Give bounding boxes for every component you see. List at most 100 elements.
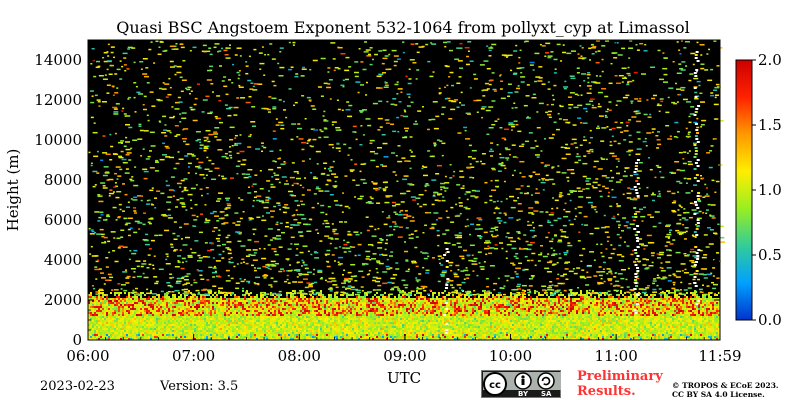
heatmap-cell bbox=[226, 318, 228, 320]
heatmap-cell bbox=[422, 312, 424, 314]
heatmap-cell bbox=[412, 308, 414, 310]
heatmap-cell bbox=[390, 336, 392, 338]
heatmap-cell bbox=[202, 328, 204, 330]
heatmap-cell bbox=[224, 322, 226, 324]
heatmap-cell bbox=[214, 316, 216, 318]
heatmap-cell bbox=[438, 326, 440, 328]
heatmap-cell bbox=[470, 300, 472, 302]
heatmap-cell bbox=[528, 298, 530, 300]
heatmap-cell bbox=[432, 302, 434, 304]
heatmap-cell bbox=[468, 316, 470, 318]
heatmap-cell bbox=[294, 300, 296, 302]
heatmap-cell bbox=[382, 312, 384, 314]
heatmap-cell bbox=[128, 294, 130, 296]
heatmap-cell bbox=[452, 318, 454, 320]
heatmap-cell bbox=[320, 304, 322, 306]
heatmap-cell bbox=[504, 320, 506, 322]
heatmap-cell bbox=[456, 312, 458, 314]
heatmap-cell bbox=[422, 304, 424, 306]
heatmap-cell bbox=[418, 322, 420, 324]
heatmap-cell bbox=[260, 294, 262, 296]
heatmap-cell bbox=[276, 324, 278, 326]
heatmap-cell bbox=[454, 302, 456, 304]
heatmap-cell bbox=[472, 338, 474, 340]
heatmap-cell bbox=[364, 298, 366, 300]
heatmap-cell bbox=[160, 312, 162, 314]
heatmap-cell bbox=[478, 320, 480, 322]
heatmap-cell bbox=[332, 308, 334, 310]
heatmap-cell bbox=[310, 326, 312, 328]
heatmap-cell bbox=[382, 336, 384, 338]
heatmap-cell bbox=[264, 310, 266, 312]
heatmap-cell bbox=[116, 314, 118, 316]
heatmap-cell bbox=[478, 328, 480, 330]
heatmap-cell bbox=[88, 322, 90, 324]
heatmap-cell bbox=[116, 302, 118, 304]
heatmap-cell bbox=[234, 294, 236, 296]
heatmap-cell bbox=[166, 330, 168, 332]
heatmap-cell bbox=[430, 302, 432, 304]
heatmap-cell bbox=[460, 330, 462, 332]
heatmap-cell bbox=[168, 306, 170, 308]
heatmap-cell bbox=[354, 304, 356, 306]
heatmap-cell bbox=[470, 334, 472, 336]
heatmap-cell bbox=[354, 338, 356, 340]
heatmap-cell bbox=[464, 338, 466, 340]
heatmap-cell bbox=[294, 326, 296, 328]
heatmap-cell bbox=[488, 314, 490, 316]
heatmap-cell bbox=[220, 318, 222, 320]
heatmap-cell bbox=[394, 318, 396, 320]
heatmap-cell bbox=[426, 326, 428, 328]
heatmap-cell bbox=[194, 324, 196, 326]
heatmap-cell bbox=[402, 332, 404, 334]
heatmap-cell bbox=[214, 338, 216, 340]
heatmap-cell bbox=[504, 312, 506, 314]
heatmap-cell bbox=[440, 320, 442, 322]
heatmap-cell bbox=[494, 320, 496, 322]
heatmap-cell bbox=[514, 338, 516, 340]
heatmap-cell bbox=[232, 312, 234, 314]
heatmap-cell bbox=[498, 300, 500, 302]
heatmap-cell bbox=[372, 314, 374, 316]
heatmap-cell bbox=[410, 312, 412, 314]
heatmap-cell bbox=[124, 300, 126, 302]
heatmap-cell bbox=[328, 326, 330, 328]
heatmap-cell bbox=[216, 330, 218, 332]
heatmap-cell bbox=[470, 332, 472, 334]
heatmap-cell bbox=[120, 308, 122, 310]
heatmap-cell bbox=[274, 326, 276, 328]
heatmap-cell bbox=[258, 320, 260, 322]
heatmap-cell bbox=[394, 300, 396, 302]
heatmap-cell bbox=[248, 334, 250, 336]
heatmap-cell bbox=[180, 306, 182, 308]
heatmap-cell bbox=[100, 304, 102, 306]
heatmap-cell bbox=[324, 314, 326, 316]
heatmap-cell bbox=[178, 306, 180, 308]
heatmap-cell bbox=[516, 334, 518, 336]
heatmap-cell bbox=[466, 326, 468, 328]
heatmap-cell bbox=[340, 294, 342, 296]
heatmap-cell bbox=[492, 324, 494, 326]
heatmap-cell bbox=[524, 320, 526, 322]
heatmap-cell bbox=[414, 294, 416, 296]
heatmap-cell bbox=[382, 316, 384, 318]
heatmap-cell bbox=[94, 298, 96, 300]
heatmap-cell bbox=[104, 332, 106, 334]
heatmap-cell bbox=[98, 314, 100, 316]
heatmap-cell bbox=[240, 314, 242, 316]
heatmap-cell bbox=[382, 322, 384, 324]
heatmap-cell bbox=[462, 324, 464, 326]
heatmap-cell bbox=[362, 304, 364, 306]
heatmap-cell bbox=[300, 300, 302, 302]
heatmap-cell bbox=[354, 316, 356, 318]
heatmap-cell bbox=[304, 322, 306, 324]
heatmap-cell bbox=[176, 328, 178, 330]
heatmap-cell bbox=[492, 308, 494, 310]
heatmap-cell bbox=[124, 292, 126, 294]
heatmap-cell bbox=[118, 306, 120, 308]
heatmap-cell bbox=[198, 320, 200, 322]
heatmap-cell bbox=[344, 330, 346, 332]
heatmap-cell bbox=[430, 324, 432, 326]
heatmap-cell bbox=[218, 320, 220, 322]
heatmap-cell bbox=[116, 298, 118, 300]
